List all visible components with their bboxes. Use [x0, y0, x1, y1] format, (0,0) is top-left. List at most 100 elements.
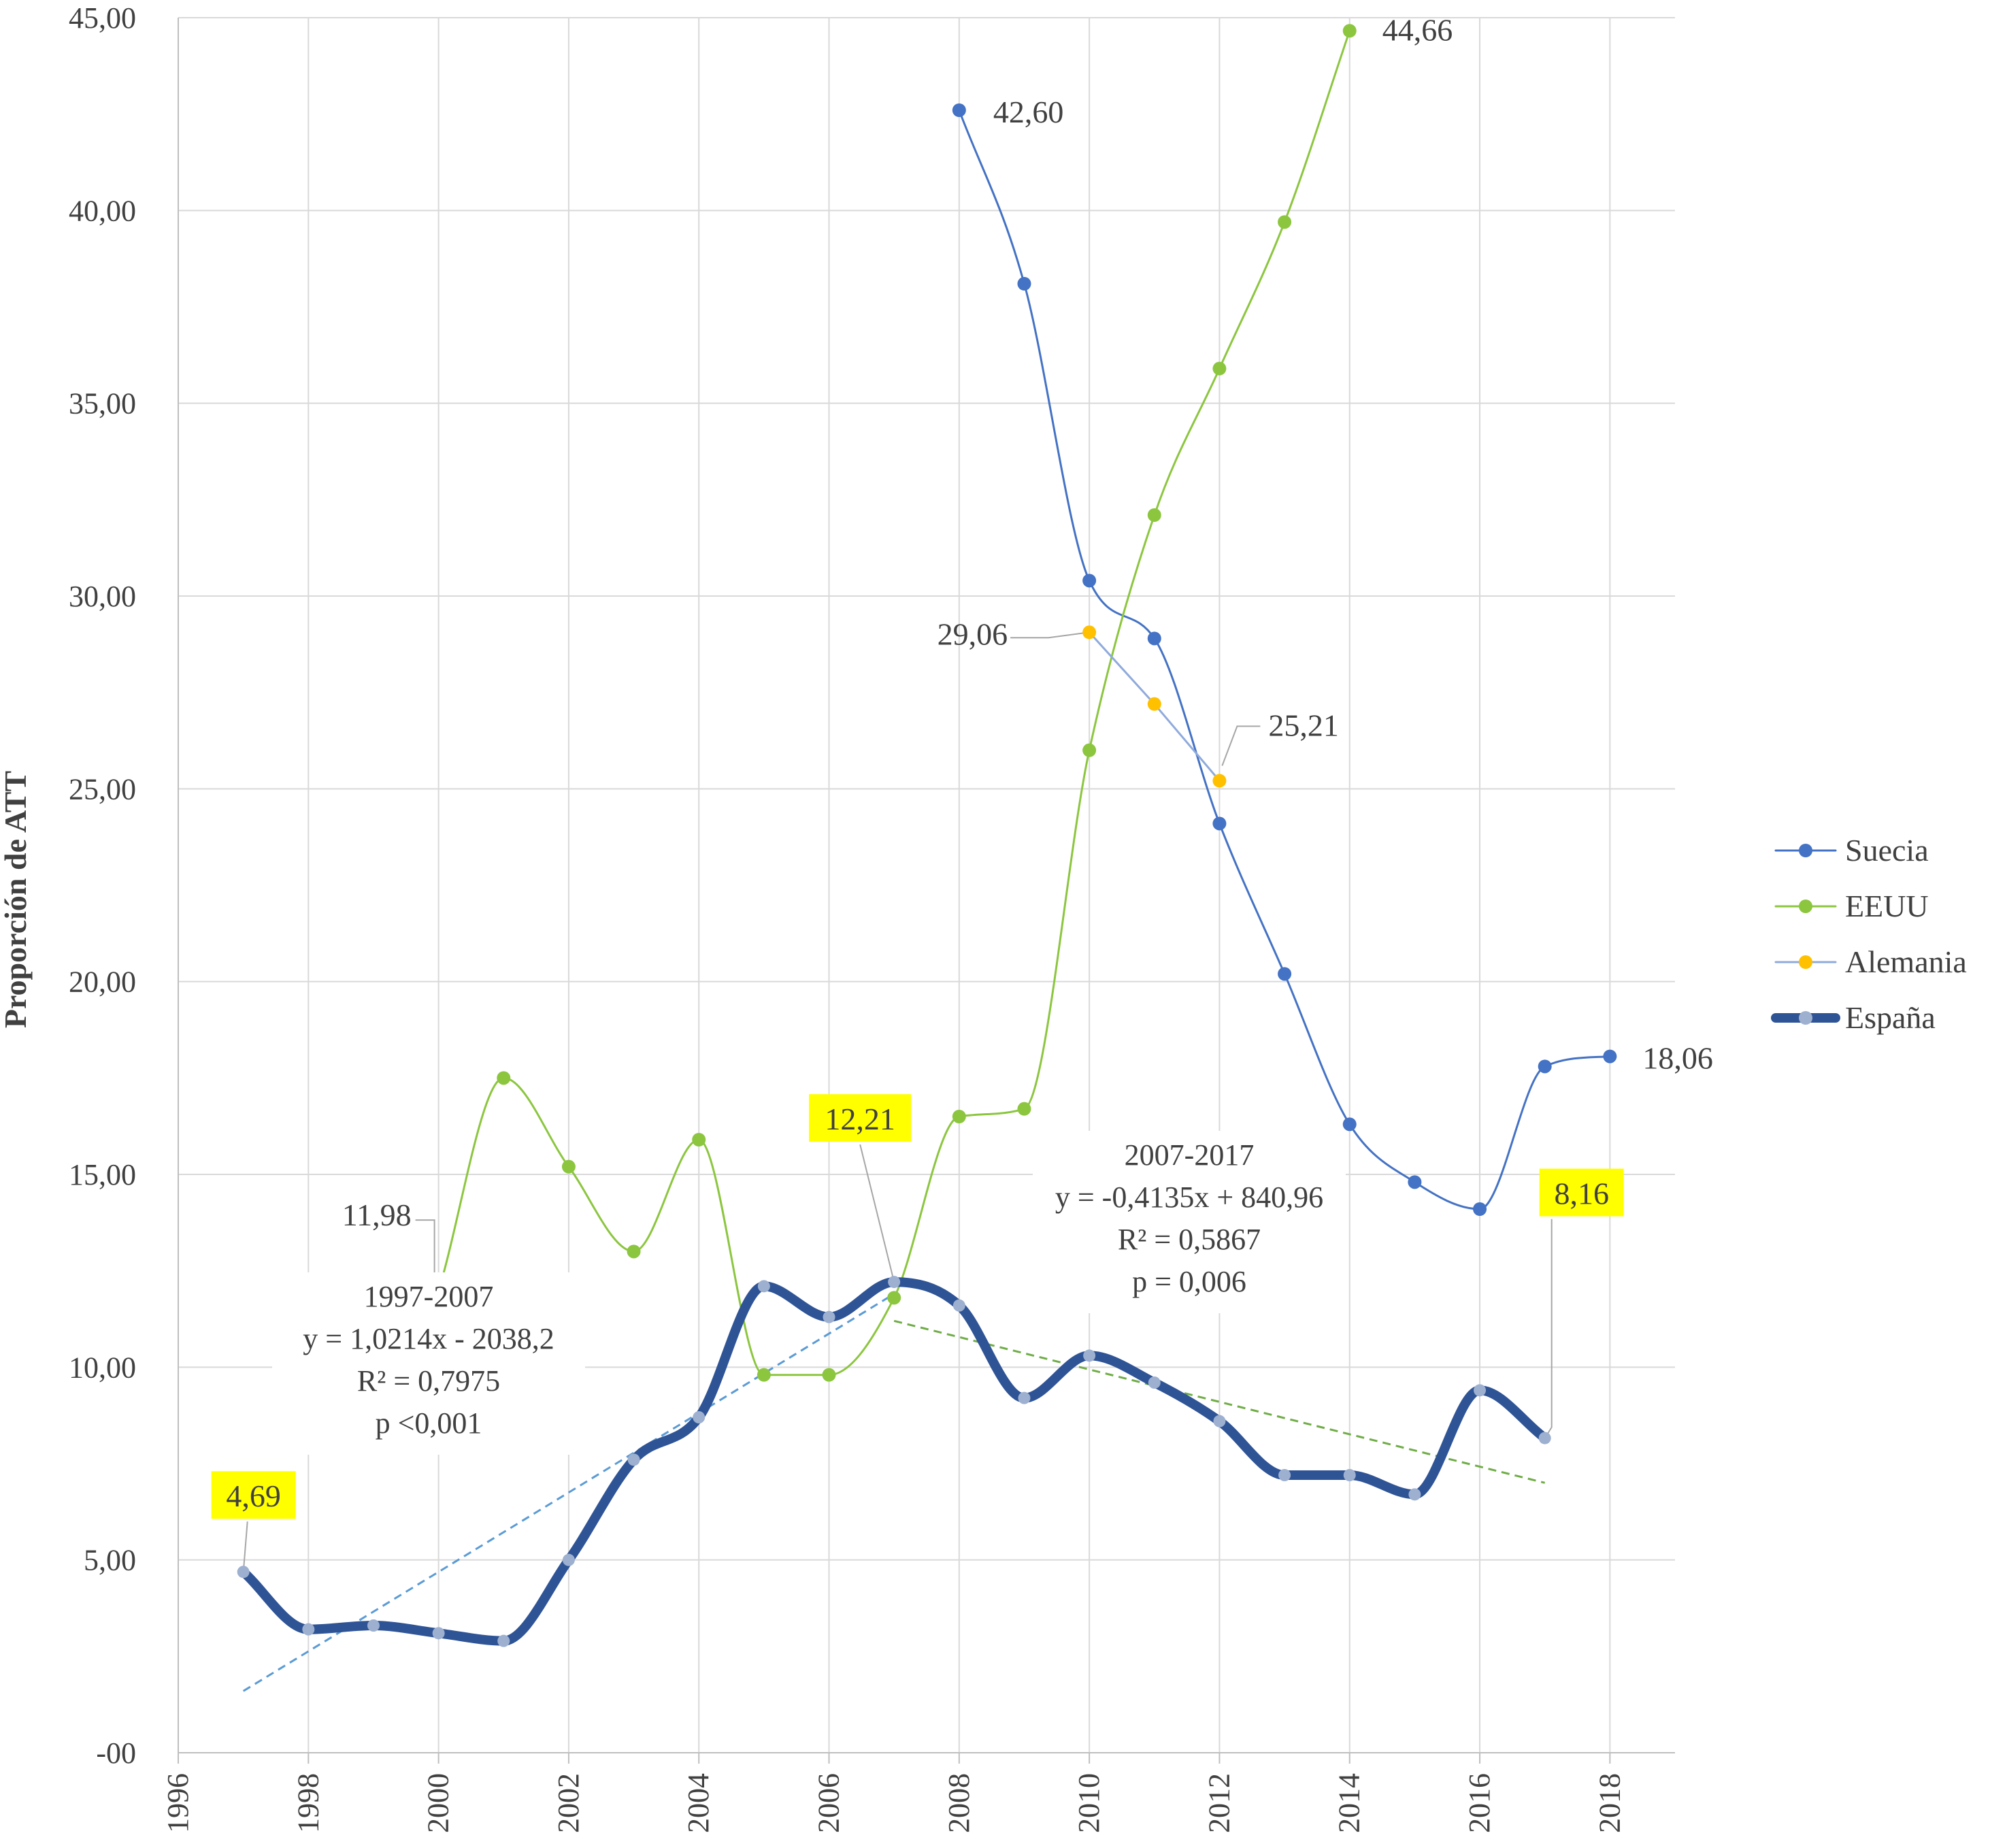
- data-label-eeuu-2000: 11,98: [342, 1198, 412, 1232]
- x-tick-labels: 1996 1998 2000 2002 2004 2006 2008 2010 2012 2014…: [161, 1773, 1626, 1833]
- legend: Suecia EEUU Alemania España: [1771, 833, 1967, 1035]
- y-tick-label: 25,00: [69, 772, 136, 806]
- data-labels: 42,60 18,06 44,66 11,98 29,06 25,21 4,69 12,21 8…: [211, 12, 1713, 1519]
- marker-espana-1999: [367, 1619, 380, 1632]
- marker-espana-2011: [1148, 1376, 1161, 1389]
- marker-alemania-2011: [1147, 697, 1161, 711]
- marker-eeuu-2009: [1017, 1102, 1031, 1116]
- trend-annotations: 1997-2007 y = 1,0214x - 2038,2 R² = 0,7975…: [272, 1131, 1346, 1455]
- trend-annotation-line: y = 1,0214x - 2038,2: [303, 1322, 554, 1355]
- label-leaders: [242, 631, 1553, 1572]
- marker-eeuu-2005: [757, 1368, 771, 1382]
- legend-label: España: [1845, 1000, 1936, 1035]
- label-leader-eeuu-2000: [415, 1219, 435, 1275]
- legend-label: Alemania: [1845, 944, 1967, 979]
- trend-annotation-line: 2007-2017: [1125, 1138, 1255, 1172]
- x-tick-label: 2016: [1463, 1773, 1496, 1833]
- marker-suecia-2008: [952, 103, 966, 117]
- trend-annotation-line: R² = 0,7975: [357, 1364, 500, 1398]
- x-tick-label: 2012: [1202, 1773, 1236, 1833]
- data-label-highlight: [1539, 1168, 1624, 1217]
- marker-eeuu-2008: [952, 1110, 966, 1123]
- trend-annotation-line: 1997-2007: [364, 1280, 494, 1313]
- marker-espana-2014: [1343, 1469, 1356, 1481]
- y-tick-label: 35,00: [69, 387, 136, 420]
- marker-espana-1998: [302, 1623, 315, 1636]
- data-label-highlight: [809, 1094, 912, 1142]
- marker-espana-2007: [888, 1276, 901, 1289]
- marker-espana-2003: [627, 1453, 640, 1466]
- x-tick-label: 2018: [1593, 1773, 1626, 1833]
- legend-swatch-marker: [1799, 900, 1812, 913]
- marker-espana-2015: [1408, 1488, 1421, 1501]
- marker-suecia-2018: [1603, 1049, 1617, 1063]
- trend-annotation-2007-2017: 2007-2017 y = -0,4135x + 840,96 R² = 0,586…: [1033, 1131, 1346, 1313]
- data-label-highlight: [211, 1471, 296, 1519]
- trend-annotation-line: y = -0,4135x + 840,96: [1055, 1181, 1323, 1214]
- series-markers: [237, 24, 1617, 1647]
- marker-eeuu-2003: [627, 1244, 641, 1259]
- y-tick-label: 40,00: [69, 194, 136, 227]
- marker-suecia-2012: [1212, 816, 1227, 831]
- label-leader-alemania-2012: [1221, 725, 1261, 766]
- y-tick-label: -00: [96, 1736, 136, 1770]
- marker-eeuu-2014: [1342, 24, 1357, 38]
- gridlines: [178, 17, 1675, 1753]
- marker-suecia-2016: [1473, 1202, 1487, 1216]
- legend-swatch-marker: [1799, 1011, 1812, 1025]
- legend-swatch-marker: [1799, 955, 1812, 969]
- marker-espana-2013: [1278, 1469, 1291, 1481]
- marker-suecia-2017: [1538, 1059, 1552, 1074]
- data-label-espana-1997: 4,69: [226, 1479, 281, 1513]
- trend-annotation-line: p = 0,006: [1132, 1265, 1246, 1298]
- x-tick-label: 2010: [1072, 1773, 1106, 1833]
- data-label-suecia-2018: 18,06: [1642, 1041, 1713, 1076]
- x-tick-label: 2008: [942, 1773, 976, 1833]
- x-tick-label: 2000: [422, 1773, 455, 1833]
- marker-suecia-2010: [1082, 574, 1097, 588]
- marker-espana-2005: [757, 1280, 770, 1293]
- marker-eeuu-2011: [1147, 508, 1161, 522]
- marker-espana-2017: [1538, 1432, 1551, 1445]
- x-tick-label: 1998: [291, 1773, 325, 1833]
- marker-alemania-2010: [1082, 625, 1097, 640]
- marker-espana-2008: [952, 1299, 965, 1312]
- marker-eeuu-2001: [497, 1071, 511, 1085]
- data-label-espana-2007: 12,21: [825, 1102, 895, 1136]
- marker-suecia-2009: [1017, 277, 1031, 291]
- trend-annotation-line: R² = 0,5867: [1118, 1223, 1261, 1256]
- marker-suecia-2015: [1408, 1175, 1422, 1189]
- marker-eeuu-2012: [1212, 361, 1227, 376]
- marker-suecia-2014: [1342, 1117, 1357, 1132]
- marker-eeuu-2013: [1278, 215, 1292, 229]
- y-tick-labels: -00 5,00 10,00 15,00 20,00 25,00 30,00 35,00 40,…: [69, 1, 136, 1770]
- data-label-suecia-2008: 42,60: [993, 95, 1064, 129]
- x-tick-label: 2002: [552, 1773, 585, 1833]
- marker-eeuu-2007: [887, 1291, 901, 1305]
- trend-annotation-bg: [1033, 1131, 1346, 1313]
- y-tick-label: 20,00: [69, 966, 136, 999]
- label-leader-espana-2007: [859, 1144, 895, 1283]
- marker-espana-2010: [1083, 1349, 1096, 1362]
- marker-eeuu-2004: [692, 1133, 706, 1146]
- marker-espana-2000: [432, 1627, 445, 1640]
- y-axis-label: Proporción de ATT: [0, 771, 33, 1028]
- legend-label: Suecia: [1845, 833, 1929, 868]
- data-label-espana-2017: 8,16: [1554, 1176, 1609, 1211]
- trend-annotation-1997-2007: 1997-2007 y = 1,0214x - 2038,2 R² = 0,7975…: [272, 1272, 585, 1455]
- x-tick-label: 2014: [1333, 1773, 1366, 1833]
- x-tick-label: 2004: [682, 1773, 715, 1833]
- legend-label: EEUU: [1845, 889, 1929, 923]
- data-label-alemania-2012: 25,21: [1268, 708, 1339, 742]
- legend-swatch-marker: [1799, 844, 1812, 857]
- y-tick-label: 10,00: [69, 1351, 136, 1384]
- axes: [178, 18, 1675, 1764]
- marker-espana-2009: [1018, 1391, 1031, 1404]
- legend-item-alemania: Alemania: [1774, 944, 1967, 979]
- series-line-suecia: [958, 109, 1611, 1210]
- legend-item-eeuu: EEUU: [1774, 889, 1929, 923]
- marker-espana-2012: [1213, 1415, 1226, 1428]
- label-leader-espana-2017: [1544, 1219, 1553, 1439]
- marker-eeuu-2010: [1082, 743, 1097, 757]
